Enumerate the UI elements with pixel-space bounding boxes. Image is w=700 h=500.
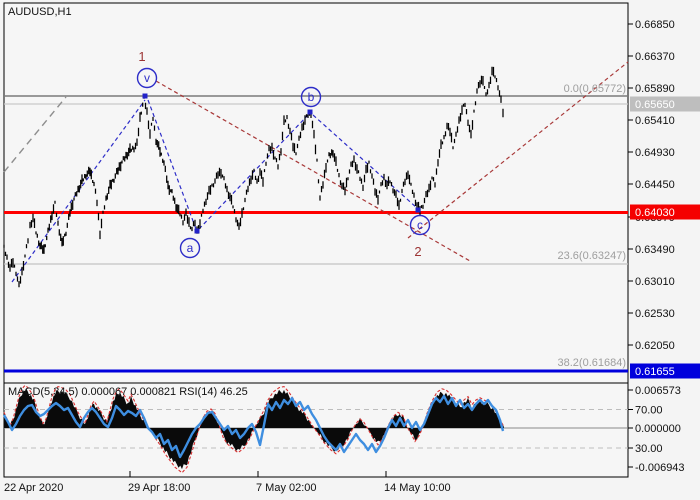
wave-v-circle[interactable] bbox=[136, 67, 158, 89]
price-box bbox=[630, 96, 700, 112]
wave-a-letter: a bbox=[187, 241, 194, 255]
fib-236-label: 23.6(0.63247) bbox=[558, 250, 627, 262]
price-bars-series bbox=[3, 66, 504, 288]
fib-382-label: 38.2(0.61684) bbox=[558, 357, 627, 369]
wave-v-letter: v bbox=[144, 71, 150, 85]
price-axis-label: 0.63490 bbox=[635, 244, 675, 256]
macd-axis-label: -0.006943 bbox=[635, 462, 685, 474]
wave-anchor-square[interactable] bbox=[142, 93, 148, 99]
time-axis-label: 14 May 10:00 bbox=[384, 482, 451, 494]
rsi-line bbox=[2, 394, 505, 459]
price-axis-label: 0.66370 bbox=[635, 51, 675, 63]
price-axis-label: 0.62050 bbox=[635, 340, 675, 352]
red-descending-trendline[interactable] bbox=[155, 80, 471, 262]
price-box-label: 0.64030 bbox=[635, 207, 675, 219]
macd-indicator-header: MACD(5,34,5) 0.000067 0.000821 RSI(14) 4… bbox=[8, 386, 248, 398]
wave-anchor-square[interactable] bbox=[307, 109, 313, 115]
time-axis-label: 22 Apr 2020 bbox=[4, 482, 63, 494]
price-axis-label: 0.65410 bbox=[635, 115, 675, 127]
wave-a-circle[interactable] bbox=[179, 237, 201, 259]
wave-2-label[interactable]: 2 bbox=[414, 244, 421, 259]
price-axis-label: 0.66850 bbox=[635, 19, 675, 31]
price-axis-label: 0.65890 bbox=[635, 83, 675, 95]
macd-axis-label: 0.000000 bbox=[635, 423, 681, 435]
macd-axis-label: 30.00 bbox=[635, 443, 663, 455]
time-axis-label: 7 May 02:00 bbox=[256, 482, 317, 494]
wave-b-circle[interactable] bbox=[300, 86, 322, 108]
price-axis-label: 0.64450 bbox=[635, 179, 675, 191]
wave-c-letter: c bbox=[417, 218, 423, 232]
wave-connector-line[interactable] bbox=[147, 99, 197, 230]
macd-axis-label: 0.006573 bbox=[635, 385, 681, 397]
price-axis-label: 0.62530 bbox=[635, 308, 675, 320]
macd-axis-label: 70.00 bbox=[635, 405, 663, 417]
wave-1-label[interactable]: 1 bbox=[138, 49, 145, 64]
price-axis-label: 0.64930 bbox=[635, 147, 675, 159]
price-box bbox=[630, 363, 700, 379]
symbol-period-label: AUDUSD,H1 bbox=[8, 6, 72, 18]
wave-connector-line[interactable] bbox=[312, 114, 418, 209]
wave-anchor-square[interactable] bbox=[415, 207, 421, 213]
price-box-label: 0.65650 bbox=[635, 99, 675, 111]
wave-c-circle[interactable] bbox=[409, 214, 431, 236]
fib-0-label: 0.0(0.65772) bbox=[564, 83, 626, 95]
wave-anchor-square[interactable] bbox=[194, 228, 200, 234]
main-price-panel[interactable] bbox=[3, 2, 629, 384]
red-ascending-trendline[interactable] bbox=[407, 61, 629, 239]
price-axis-label: 0.63010 bbox=[635, 276, 675, 288]
gray-dashed-trendline[interactable] bbox=[3, 96, 67, 173]
price-box bbox=[630, 204, 700, 220]
price-box-label: 0.61655 bbox=[635, 366, 675, 378]
wave-b-letter: b bbox=[308, 90, 315, 104]
time-axis-label: 29 Apr 18:00 bbox=[128, 482, 190, 494]
macd-signal-line bbox=[3, 384, 505, 474]
macd-histogram-area bbox=[4, 388, 504, 470]
